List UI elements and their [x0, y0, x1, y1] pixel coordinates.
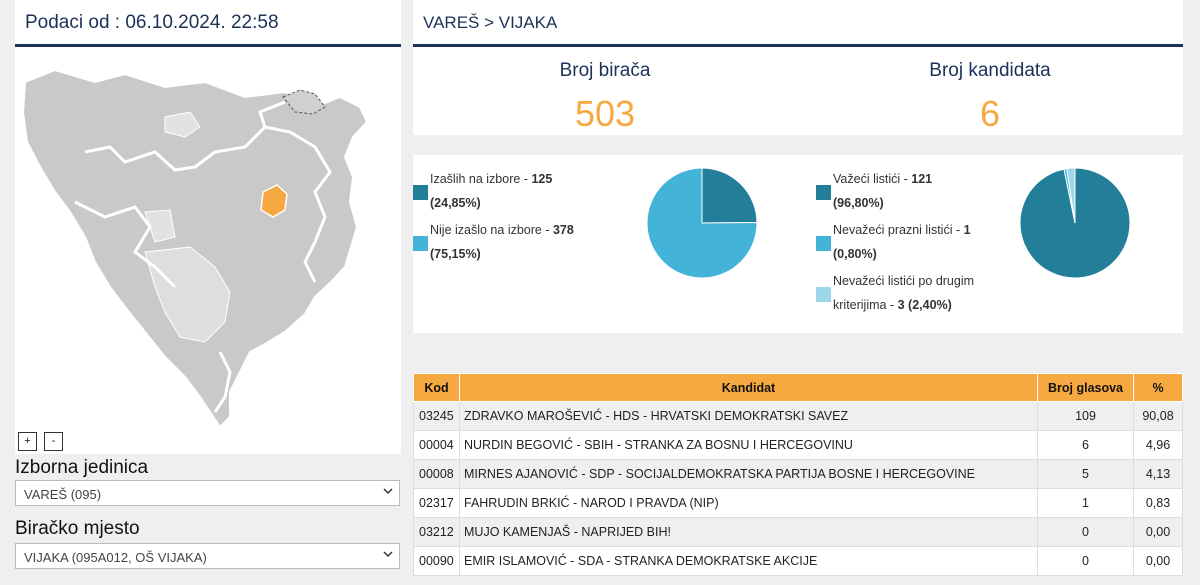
row-percent: 4,96: [1133, 430, 1183, 460]
ballots-swatch-2: [816, 287, 831, 302]
voters-value: 503: [574, 93, 636, 134]
row-candidate: MUJO KAMENJAŠ - NAPRIJED BIH!: [459, 517, 1038, 547]
entity-boundary: [74, 100, 332, 413]
header-kod[interactable]: Kod: [413, 373, 460, 402]
row-votes: 0: [1037, 546, 1134, 576]
table-row: 00004 NURDIN BEGOVIĆ - SBIH - STRANKA ZA …: [413, 430, 1183, 460]
table-body: 03245 ZDRAVKO MAROŠEVIĆ - HDS - HRVATSKI …: [413, 401, 1183, 576]
row-code: 03212: [413, 517, 460, 547]
row-votes: 6: [1037, 430, 1134, 460]
region-light-3: [144, 209, 176, 243]
region-light-2: [164, 111, 201, 138]
turnout-label-0: Izašlih na izbore -: [430, 172, 532, 186]
row-votes: 0: [1037, 517, 1134, 547]
row-percent: 90,08: [1133, 401, 1183, 431]
row-code: 00090: [413, 546, 460, 576]
data-timestamp-header: Podaci od : 06.10.2024. 22:58: [15, 0, 401, 47]
turnout-legend-0: Izašlih na izbore - 125 (24,85%): [430, 167, 600, 215]
row-candidate: ZDRAVKO MAROŠEVIĆ - HDS - HRVATSKI DEMOK…: [459, 401, 1038, 431]
turnout-slice-1: [646, 167, 758, 279]
header-percent[interactable]: %: [1133, 373, 1183, 402]
turnout-slice-0: [701, 167, 758, 224]
summary-panel: VAREŠ > VIJAKA Broj birača 503 Broj kand…: [413, 0, 1183, 135]
ballots-swatch-0: [816, 185, 831, 200]
ballots-pct-0: (96,80%): [833, 196, 884, 210]
ballots-count-0: 121: [911, 172, 933, 186]
turnout-pie-chart: [646, 167, 758, 279]
charts-panel: Izašlih na izbore - 125 (24,85%) Nije iz…: [413, 155, 1183, 333]
ballots-legend-1: Nevažeći prazni listići - 1 (0,80%): [833, 218, 1013, 266]
turnout-pct-0: (24,85%): [430, 196, 481, 210]
turnout-pct-1: (75,15%): [430, 247, 481, 261]
biracko-mjesto-value: VIJAKA (095A012, OŠ VIJAKA): [24, 550, 207, 565]
row-votes: 5: [1037, 459, 1134, 489]
row-percent: 4,13: [1133, 459, 1183, 489]
row-percent: 0,00: [1133, 546, 1183, 576]
candidates-value: 6: [979, 93, 1001, 134]
turnout-legend-1: Nije izašlo na izbore - 378 (75,15%): [430, 218, 620, 266]
country-shape: [21, 68, 369, 429]
turnout-swatch-1: [413, 236, 428, 251]
row-candidate: EMIR ISLAMOVIĆ - SDA - STRANKA DEMOKRATS…: [459, 546, 1038, 576]
map-svg: [21, 68, 369, 429]
ballots-legend-0: Važeći listići - 121 (96,80%): [833, 167, 1013, 215]
results-table: Kod Kandidat Broj glasova % 03245 ZDRAVKO…: [413, 373, 1183, 576]
izborna-jedinica-select[interactable]: VAREŠ (095): [15, 480, 400, 506]
row-code: 03245: [413, 401, 460, 431]
table-header-row: Kod Kandidat Broj glasova %: [413, 373, 1183, 402]
ballots-label-1: Nevažeći prazni listići -: [833, 223, 964, 237]
ballots-count-1: 1: [963, 223, 971, 237]
row-percent: 0,00: [1133, 517, 1183, 547]
voters-label: Broj birača: [559, 60, 651, 81]
row-votes: 109: [1037, 401, 1134, 431]
izborna-jedinica-value: VAREŠ (095): [24, 487, 102, 502]
turnout-swatch-0: [413, 185, 428, 200]
zoom-out-button[interactable]: -: [44, 432, 63, 451]
table-row: 00008 MIRNES AJANOVIĆ - SDP - SOCIJALDEMO…: [413, 459, 1183, 489]
breadcrumb: VAREŠ > VIJAKA: [423, 13, 558, 32]
ballots-pie-chart: [1019, 167, 1131, 279]
region-light-1: [144, 246, 231, 343]
row-code: 00004: [413, 430, 460, 460]
biracko-mjesto-label: Biračko mjesto: [15, 518, 140, 539]
selected-municipality-vares: [260, 184, 288, 218]
ballots-legend-2: Nevažeći listići po drugim kriterijima -…: [833, 269, 1023, 317]
ballots-label-0: Važeći listići -: [833, 172, 912, 186]
row-candidate: FAHRUDIN BRKIĆ - NAROD I PRAVDA (NIP): [459, 488, 1038, 518]
ballots-slice-2: [1066, 167, 1076, 224]
header-broj-glasova[interactable]: Broj glasova: [1037, 373, 1134, 402]
ballots-swatch-1: [816, 236, 831, 251]
row-votes: 1: [1037, 488, 1134, 518]
zoom-in-button[interactable]: +: [18, 432, 37, 451]
ballots-pct-1: (0,80%): [833, 247, 877, 261]
izborna-jedinica-label: Izborna jedinica: [15, 457, 149, 478]
ballots-pct-2: (2,40%): [908, 298, 952, 312]
bih-municipality-map[interactable]: [15, 52, 401, 454]
row-code: 00008: [413, 459, 460, 489]
candidates-label: Broj kandidata: [929, 60, 1051, 81]
row-percent: 0,83: [1133, 488, 1183, 518]
breadcrumb-header: VAREŠ > VIJAKA: [413, 0, 1183, 47]
turnout-count-1: 378: [552, 223, 574, 237]
table-row: 02317 FAHRUDIN BRKIĆ - NAROD I PRAVDA (NI…: [413, 488, 1183, 518]
table-row: 03212 MUJO KAMENJAŠ - NAPRIJED BIH! 0 0,00: [413, 517, 1183, 547]
ballots-label-2a: Nevažeći listići po drugim: [833, 274, 975, 288]
header-kandidat[interactable]: Kandidat: [459, 373, 1038, 402]
row-candidate: MIRNES AJANOVIĆ - SDP - SOCIJALDEMOKRATS…: [459, 459, 1038, 489]
turnout-count-0: 125: [531, 172, 553, 186]
chevron-down-icon: [383, 551, 393, 558]
row-candidate: NURDIN BEGOVIĆ - SBIH - STRANKA ZA BOSNU…: [459, 430, 1038, 460]
table-row: 00090 EMIR ISLAMOVIĆ - SDA - STRANKA DEMO…: [413, 546, 1183, 576]
ballots-label-2b: kriterijima -: [833, 298, 898, 312]
turnout-label-1: Nije izašlo na izbore -: [430, 223, 553, 237]
chevron-down-icon: [383, 488, 393, 495]
ballots-count-2: 3: [897, 298, 905, 312]
row-code: 02317: [413, 488, 460, 518]
biracko-mjesto-select[interactable]: VIJAKA (095A012, OŠ VIJAKA): [15, 543, 400, 569]
brcko-district: [282, 89, 326, 115]
data-timestamp: Podaci od : 06.10.2024. 22:58: [25, 12, 279, 33]
table-row: 03245 ZDRAVKO MAROŠEVIĆ - HDS - HRVATSKI …: [413, 401, 1183, 431]
